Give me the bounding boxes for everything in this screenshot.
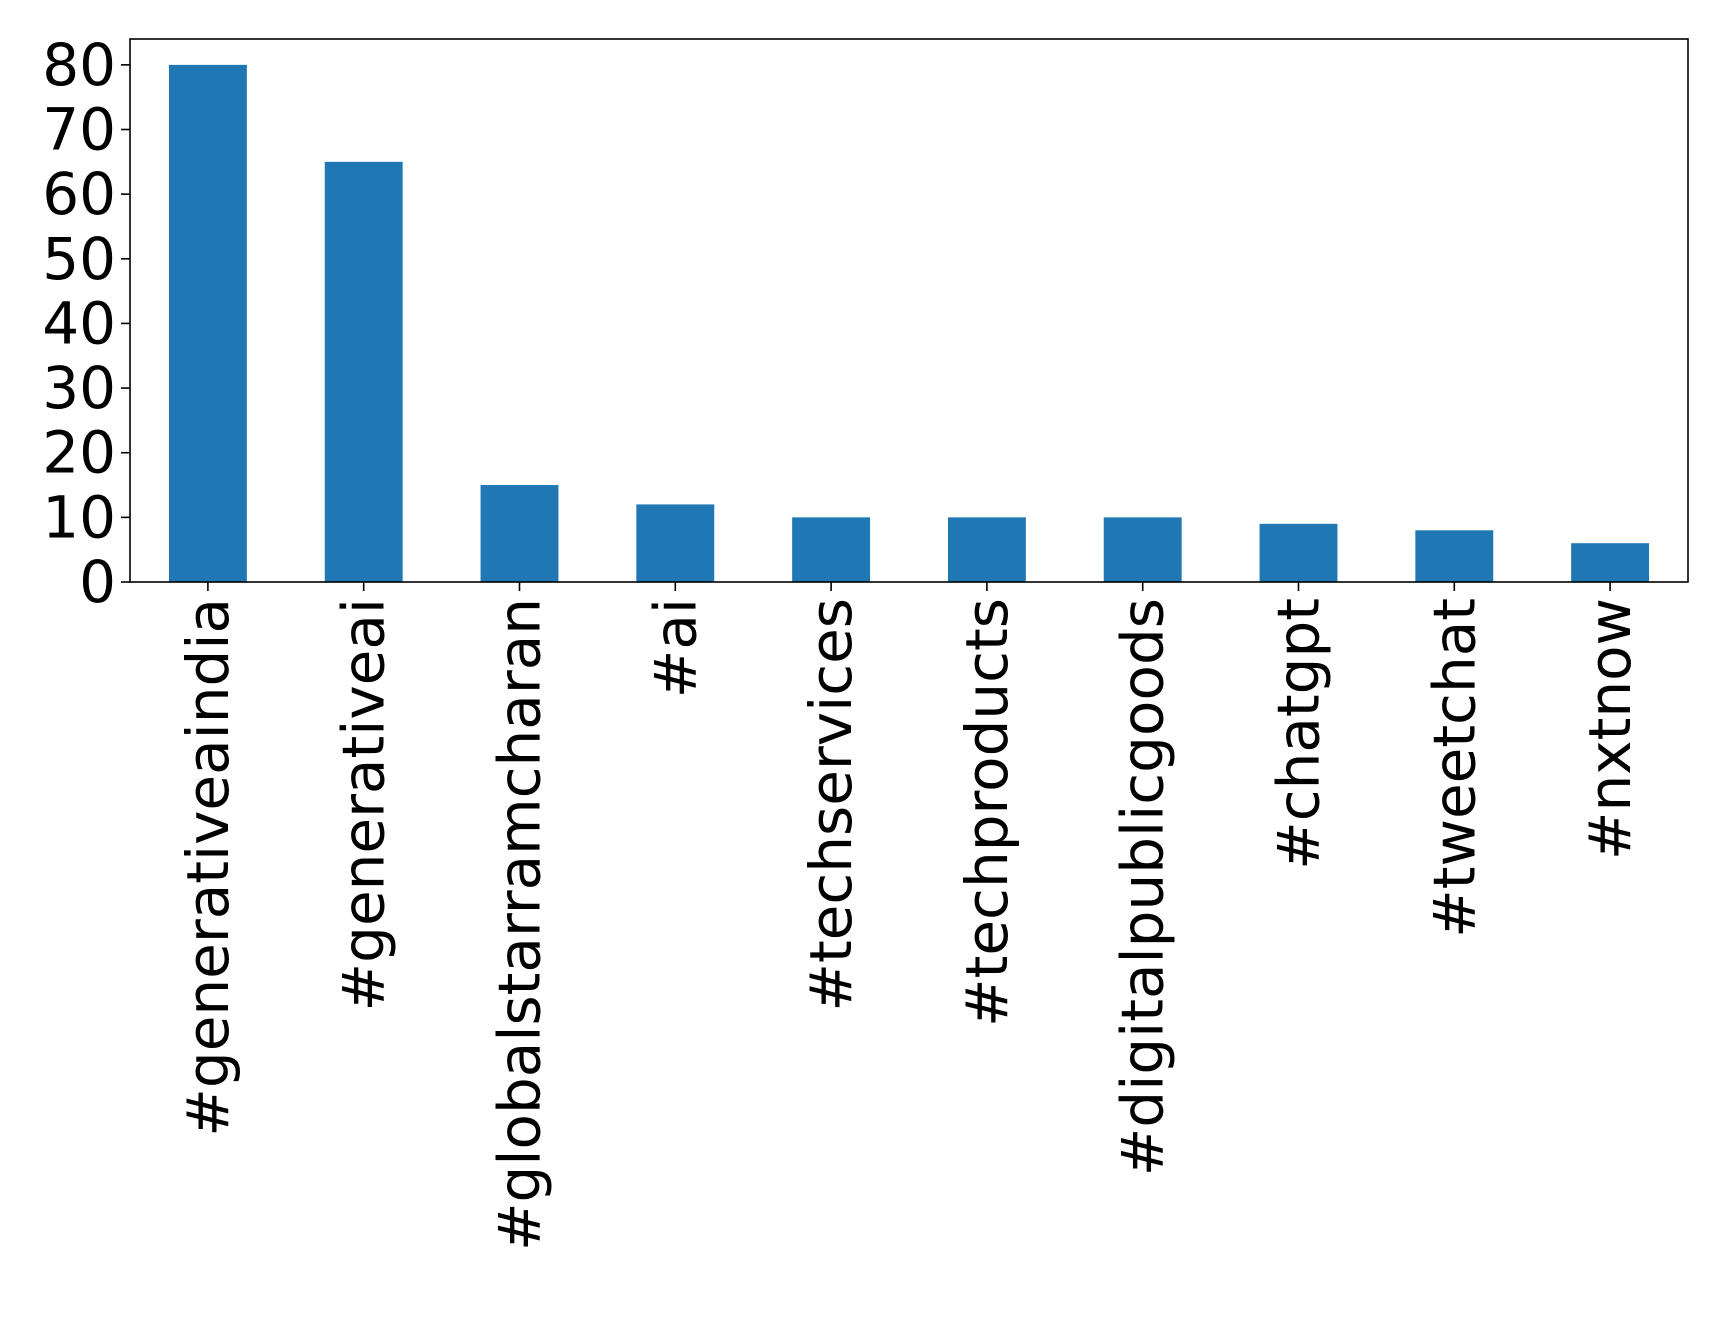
bar-tweetchat [1415,530,1494,582]
bar-ai [636,504,715,582]
x-tick-label: #chatgpt [1265,598,1333,870]
x-tick-label: #globalstarramcharan [486,598,554,1251]
bar-globalstarramcharan [480,485,559,582]
bars-layer [168,64,1650,583]
y-tick-label: 0 [79,548,116,616]
y-tick-label: 30 [42,354,116,422]
y-tick-label: 40 [42,289,116,357]
y-tick-label: 20 [42,419,116,487]
y-tick-label: 50 [42,225,116,293]
y-tick-label: 10 [42,483,116,551]
y-tick-label: 70 [42,96,116,164]
bar-techservices [792,517,871,582]
x-tick-label: #generativeai [330,598,398,1011]
bar-chatgpt [1259,523,1338,582]
x-tick-label: #tweetchat [1420,598,1488,938]
x-tick-label: #techservices [797,598,865,1012]
bar-nxtnow [1571,543,1650,582]
bar-digitalpublicgoods [1103,517,1182,582]
y-tick-label: 60 [42,160,116,228]
x-tick-label: #digitalpublicgoods [1109,598,1177,1176]
bar-generativeaindia [168,64,247,583]
bar-techproducts [947,517,1026,582]
x-tick-label: #generativeaindia [174,598,242,1137]
bar-generativeai [324,161,403,583]
x-tick-label: #nxtnow [1576,598,1644,860]
y-tick-label: 80 [42,31,116,99]
x-tick-label: #techproducts [953,598,1021,1027]
x-axis: #generativeaindia #generativeai #globalsta… [174,582,1644,1251]
x-tick-label: #ai [641,598,709,698]
plot-frame [129,38,1689,583]
